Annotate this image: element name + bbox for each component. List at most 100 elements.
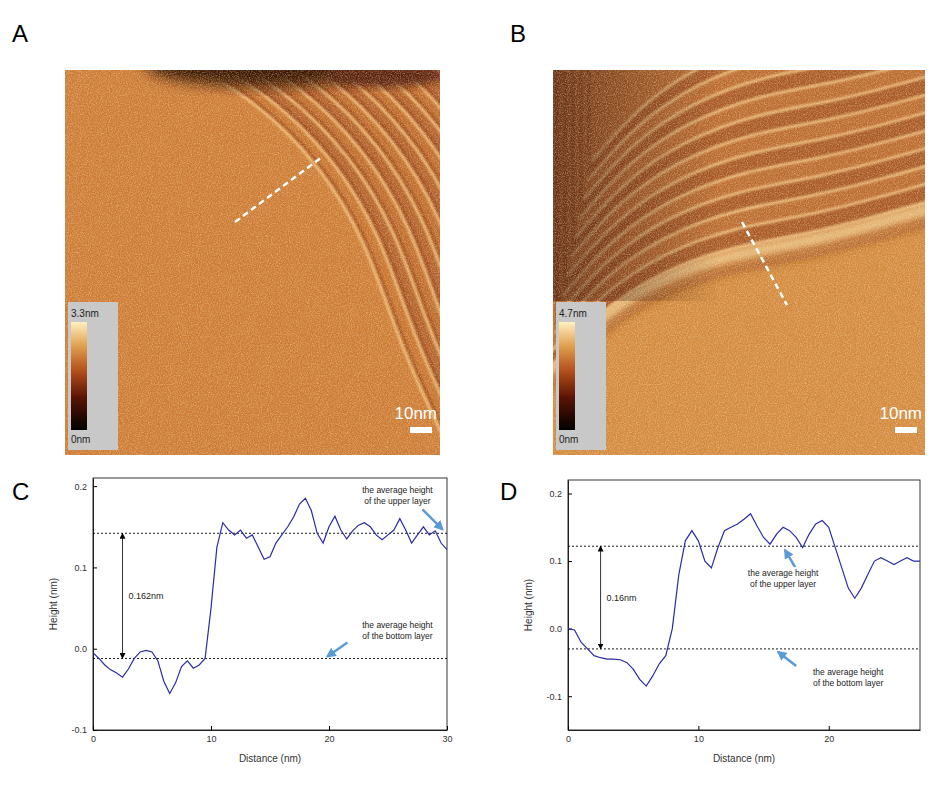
reference-line — [93, 533, 447, 534]
x-tick: 20 — [324, 726, 334, 744]
pointer-arrow — [422, 509, 442, 529]
annotation: the average heightof the upper layer — [746, 550, 821, 590]
colorbar-label: 4.7nm — [559, 308, 587, 319]
plot-area — [568, 514, 920, 686]
scale-bar-label: 10nm — [394, 404, 437, 423]
plot-frame — [93, 478, 447, 730]
colorbar-box — [556, 302, 606, 450]
y-tick: 0.1 — [74, 563, 97, 573]
y-axis-line — [568, 481, 569, 731]
y-tick-label: 0.0 — [549, 624, 562, 634]
colorbar: 4.7nm 0nm — [556, 302, 606, 450]
reference-line — [568, 648, 920, 649]
plot-area — [93, 498, 447, 693]
x-tick-label: 0 — [566, 734, 571, 744]
x-tick-mark — [329, 726, 330, 730]
x-axis-line — [569, 730, 921, 731]
plot-frame — [568, 480, 920, 730]
scale-bar — [895, 427, 917, 433]
panel-letter: B — [510, 20, 526, 47]
line-chart: C0102030-0.10.00.10.2Distance (nm)Height… — [12, 478, 453, 764]
afm-background — [65, 70, 440, 455]
colorbar: 3.3nm 0nm — [68, 302, 118, 450]
x-axis: 0 10 20 30 — [91, 726, 453, 744]
annotation-label: the average heightof the bottom layer — [362, 620, 433, 641]
annotation-label: the average heightof the upper layer — [748, 568, 819, 589]
x-axis-title: Distance (nm) — [713, 753, 775, 764]
panel-letter: C — [12, 478, 29, 505]
afm-panel: 4.7nm 0nm 10nm — [543, 0, 931, 455]
height-arrow — [600, 546, 601, 649]
line-chart: D01020-0.10.00.10.2Distance (nm)Height (… — [500, 478, 921, 764]
y-tick-label: 0.1 — [74, 563, 87, 573]
y-axis: -0.1 0.0 0.1 0.2 — [546, 481, 572, 731]
height-label: 0.162nm — [129, 591, 164, 601]
colorbar-box — [68, 302, 118, 450]
y-axis-title: Height (nm) — [48, 578, 59, 630]
x-axis-title: Distance (nm) — [239, 753, 301, 764]
x-tick-mark — [211, 726, 212, 730]
x-axis: 0 10 20 — [566, 726, 921, 744]
afm-image — [65, 70, 440, 455]
x-tick: 20 — [824, 726, 834, 744]
profile-line — [235, 157, 322, 222]
annotation: the average heightof the upper layer — [360, 484, 442, 529]
colorbar-gradient — [559, 322, 575, 430]
x-tick: 10 — [694, 726, 704, 744]
pointer-arrow — [327, 642, 347, 656]
afm-grain — [65, 70, 440, 455]
scale-bar-label: 10nm — [879, 404, 922, 423]
profile-curve — [93, 498, 447, 693]
label-backdrop — [360, 484, 435, 507]
annotation-label: the average heightof the bottom layer — [813, 667, 884, 688]
reference-line — [93, 658, 447, 659]
x-tick-mark — [447, 726, 448, 730]
x-tick-label: 0 — [91, 734, 96, 744]
y-axis: -0.10.00.10.2 — [71, 479, 97, 736]
annotation: the average heightof the bottom layer — [778, 652, 886, 689]
y-tick-label: -0.1 — [546, 692, 562, 702]
y-tick-mark — [93, 567, 97, 568]
y-axis-title: Height (nm) — [523, 579, 534, 631]
y-tick: -0.1 — [546, 692, 572, 702]
panel-letter: A — [12, 20, 28, 47]
label-backdrop — [746, 567, 821, 590]
x-tick-mark — [698, 726, 699, 730]
x-tick: 30 — [442, 726, 452, 744]
y-tick-label: 0.1 — [549, 556, 562, 566]
y-tick-label: 0.2 — [74, 482, 87, 492]
y-tick-label: -0.1 — [71, 725, 87, 735]
colorbar-gradient — [71, 322, 87, 430]
y-tick: -0.1 — [71, 725, 97, 735]
x-tick-label: 10 — [694, 734, 704, 744]
y-tick: 0.2 — [74, 482, 97, 492]
reference-line — [568, 546, 920, 547]
y-tick-mark — [568, 696, 572, 697]
y-tick-mark — [568, 494, 572, 495]
colorbar-label: 0nm — [559, 434, 578, 445]
figure: A 3.3nm 0nm 10nm B 4.7nm 0nm 10nm C 0 10 20 30 -0.1 0.… — [0, 0, 931, 794]
y-tick-mark — [93, 730, 97, 731]
x-tick-mark — [829, 726, 830, 730]
afm-grain — [553, 70, 925, 455]
annotation: the average heightof the bottom layer — [327, 619, 435, 656]
y-tick-mark — [93, 486, 97, 487]
x-tick-label: 20 — [324, 734, 334, 744]
height-arrow — [122, 533, 123, 658]
colorbar-label: 0nm — [71, 434, 90, 445]
x-axis-line — [94, 730, 448, 731]
x-tick-label: 10 — [206, 734, 216, 744]
y-tick: 0.1 — [549, 556, 572, 566]
x-tick-label: 30 — [442, 734, 452, 744]
y-tick: 0.2 — [549, 489, 572, 499]
x-tick: 10 — [206, 726, 216, 744]
x-tick-label: 20 — [824, 734, 834, 744]
annotation-label: the average heightof the upper layer — [362, 485, 433, 506]
pointer-arrow — [785, 550, 795, 567]
afm-background — [553, 70, 925, 455]
colorbar-label: 3.3nm — [71, 308, 99, 319]
y-tick-mark — [93, 649, 97, 650]
pointer-arrow — [778, 652, 796, 666]
profile-curve — [568, 514, 920, 686]
afm-image — [553, 70, 925, 455]
